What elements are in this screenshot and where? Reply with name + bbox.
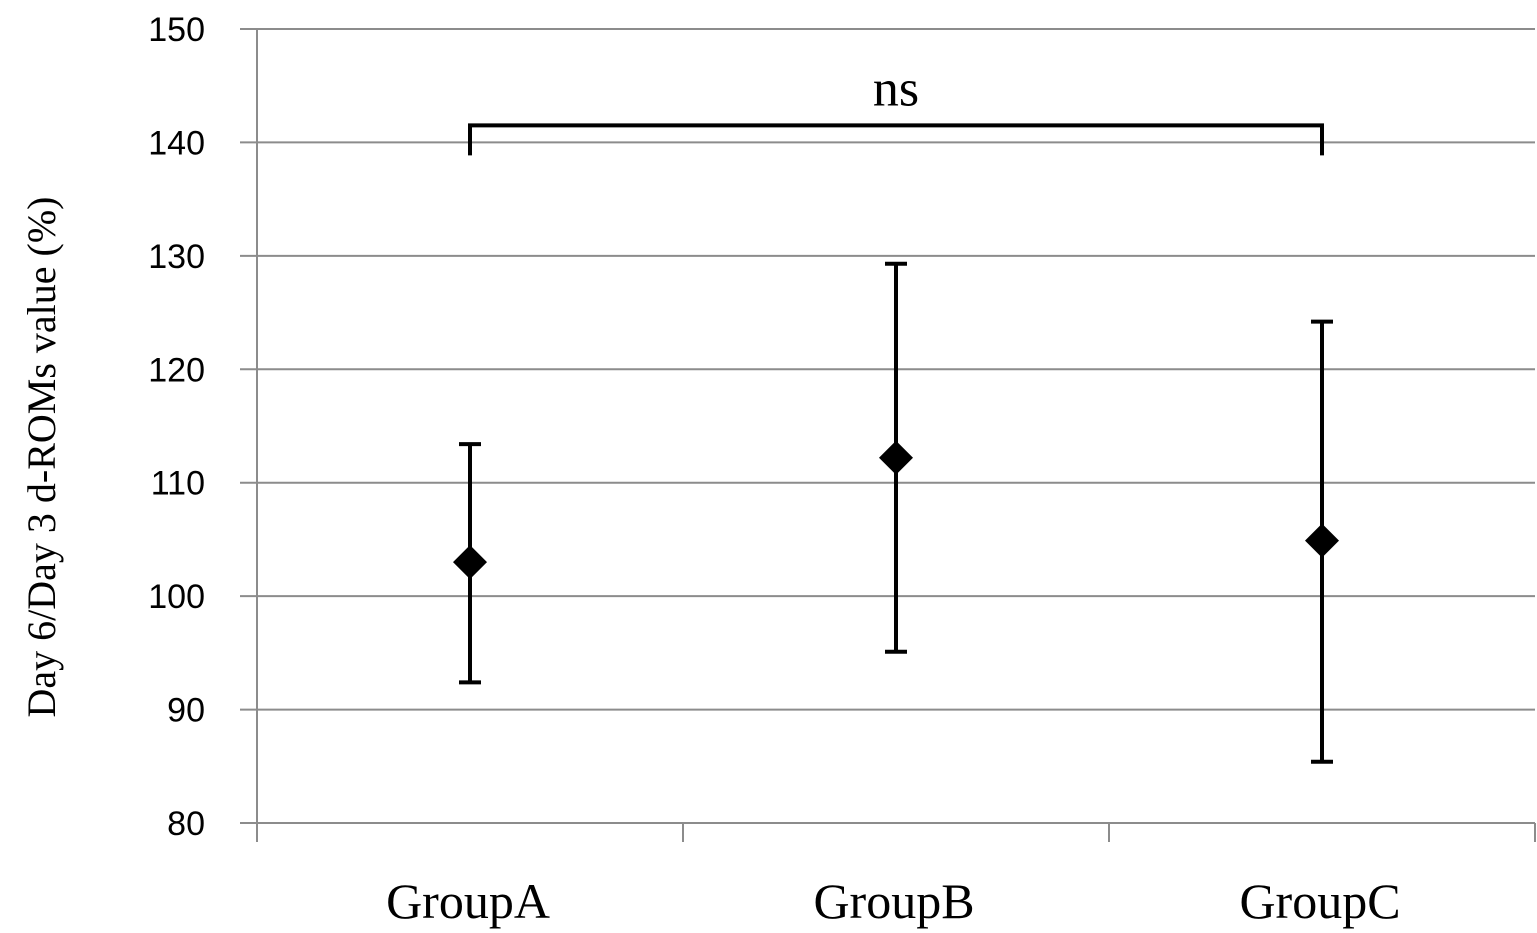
y-tick-label: 80 — [167, 805, 205, 843]
data-point-diamond — [453, 545, 487, 580]
data-point-diamond — [1305, 523, 1339, 558]
y-tick-label: 120 — [148, 351, 205, 389]
y-axis-title: Day 6/Day 3 d-ROMs value (%) — [19, 197, 64, 718]
y-tick-label: 140 — [148, 124, 205, 162]
x-tick-label: GroupC — [1239, 873, 1400, 929]
y-tick-label: 130 — [148, 238, 205, 276]
significance-annotation: ns — [468, 60, 1324, 156]
y-tick-label: 90 — [167, 692, 205, 730]
y-tick-label: 100 — [148, 578, 205, 616]
grid-lines — [240, 28, 1535, 824]
x-tick-label: GroupB — [813, 873, 974, 929]
significance-label: ns — [873, 60, 919, 117]
y-tick-labels: 80 90 100 110 120 130 140 150 — [148, 11, 205, 843]
axes — [256, 29, 1536, 842]
data-point-diamond — [879, 440, 913, 475]
category-labels: GroupA GroupB GroupC — [386, 873, 1400, 929]
data-points — [453, 440, 1339, 580]
y-tick-label: 110 — [151, 465, 205, 503]
error-bars — [459, 261, 1333, 764]
x-tick-label: GroupA — [386, 873, 550, 929]
significance-bracket — [468, 123, 1324, 156]
y-tick-label: 150 — [148, 11, 205, 49]
